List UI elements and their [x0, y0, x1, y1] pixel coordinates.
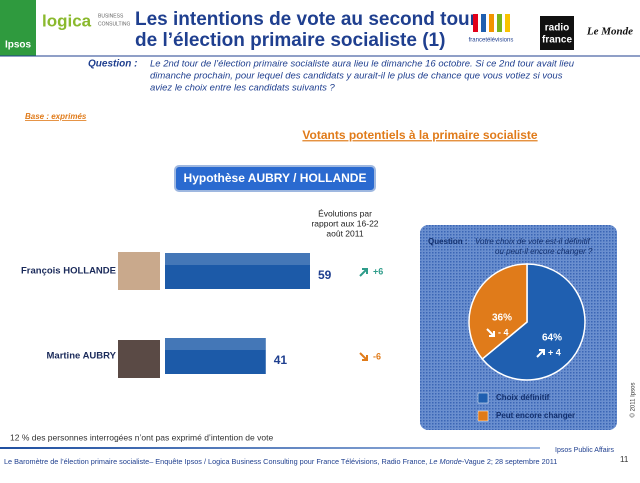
legend-label: Peut encore changer: [496, 411, 575, 420]
pie-value-label: 64%: [542, 333, 562, 344]
base: Base : exprimés: [25, 112, 87, 121]
photo: [118, 340, 160, 378]
question-label: Question :: [88, 59, 137, 70]
logo-text: radio: [545, 23, 569, 34]
question-line: dimanche prochain, pour lequel des candi…: [150, 71, 563, 82]
pie-slice: [481, 263, 586, 381]
hypothesis-box: [174, 165, 376, 192]
title: de l’élection primaire socialiste (1): [135, 30, 445, 51]
category-label: Martine AUBRY: [47, 351, 117, 362]
logo-text: Ipsos: [5, 40, 32, 51]
logo-text: BUSINESS: [98, 13, 124, 19]
footer-part: -Vague 2; 28 septembre 2011: [462, 457, 557, 466]
pie-question-label: Question :: [428, 237, 468, 246]
pie-slice: [468, 263, 528, 361]
page-number: 11: [620, 455, 629, 464]
logo-text: france: [542, 35, 572, 46]
pie-question: ou peut-il encore changer ?: [495, 247, 593, 256]
question-line: Le 2nd tour de l’élection primaire socia…: [150, 59, 575, 70]
bar: [165, 338, 266, 374]
bar: [165, 253, 310, 289]
subtitle: Votants potentiels à la primaire sociali…: [302, 128, 538, 142]
footer: Le Baromètre de l’élection primaire soci…: [4, 457, 557, 466]
change-arrow: [359, 268, 368, 277]
radio-france-logo: [540, 16, 574, 50]
change-arrow: [359, 352, 368, 361]
ipsos-logo: [0, 0, 36, 56]
note: 12 % des personnes interrogées n’ont pas…: [10, 432, 273, 442]
pie-value-label: 36%: [492, 313, 512, 324]
logo-text: Le Monde: [586, 26, 633, 38]
value-label: 41: [274, 353, 288, 367]
change-arrow: [486, 328, 495, 337]
evolution-title: rapport aux 16-22: [311, 218, 378, 228]
value-label: 59: [318, 268, 332, 282]
title: Les intentions de vote au second tour: [135, 9, 478, 30]
category-label: François HOLLANDE: [21, 266, 116, 277]
logo-text: CONSULTING: [98, 21, 131, 27]
signature: Ipsos Public Affairs: [555, 447, 615, 454]
logo-text: francetélévisions: [469, 38, 514, 44]
question-line: aviez le choix entre les candidats suiva…: [150, 83, 336, 94]
bar-shade: [165, 253, 310, 265]
change-arrow: [536, 349, 545, 358]
legend-swatch: [477, 410, 489, 422]
legend-swatch: [477, 392, 489, 404]
pie-question: Votre choix de vote est-il définitif: [475, 237, 591, 246]
photo: [118, 252, 160, 290]
evolution-title: août 2011: [326, 228, 363, 238]
pie-change-label: - 4: [498, 327, 509, 337]
pie-change-label: + 4: [548, 347, 561, 357]
hypothesis: Hypothèse AUBRY / HOLLANDE: [184, 171, 367, 185]
change-label: +6: [373, 266, 383, 276]
ftv-logo: [473, 14, 510, 32]
legend-label: Choix définitif: [496, 393, 550, 402]
evolution-title: Évolutions par: [318, 208, 372, 218]
footer-part: Le Monde: [429, 457, 461, 466]
change-label: -6: [373, 351, 381, 361]
logo-text: logica: [42, 11, 92, 30]
footer-rule: [0, 447, 540, 449]
copyright: © 2011 Ipsos: [630, 383, 637, 418]
footer-part: Le Baromètre de l’élection primaire soci…: [4, 457, 429, 466]
bar-shade: [165, 338, 266, 350]
